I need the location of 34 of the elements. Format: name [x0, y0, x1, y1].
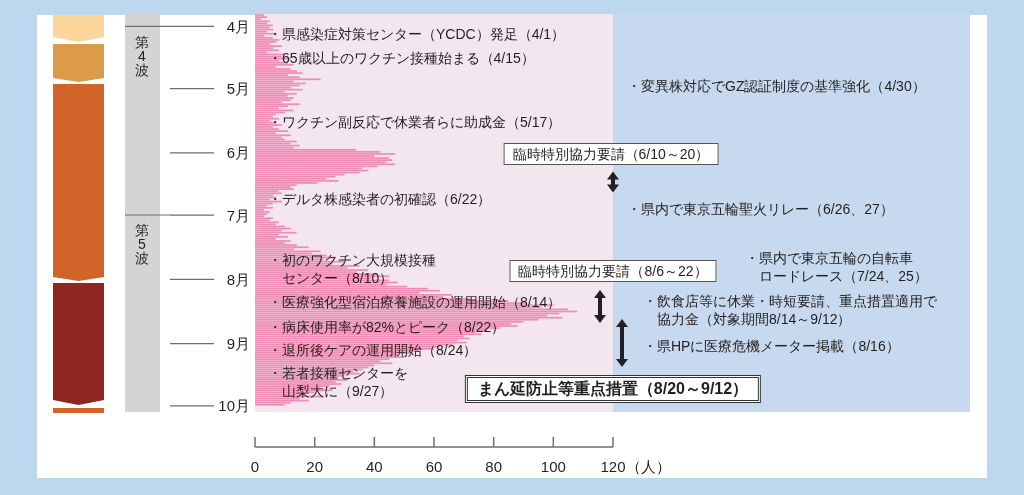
annotation: ・デルタ株感染者の初確認（6/22） — [268, 190, 492, 208]
text: ・変異株対応でGZ認証制度の基準強化（4/30） — [627, 77, 926, 95]
text: ・県内で東京五輪の自転車ロードレース（7/24、25） — [745, 250, 928, 285]
y-tick-label: 6月 — [226, 144, 250, 162]
x-tick-label: 40 — [365, 457, 383, 475]
y-tick-label: 5月 — [226, 80, 250, 98]
y-tick-label: 4月 — [226, 17, 250, 35]
text: 第5波 — [134, 222, 150, 266]
annotation: 臨時特別協力要請（6/10～20） — [503, 143, 719, 165]
y-tick-label: 10月 — [218, 397, 250, 415]
annotation: ・初のワクチン大規模接種センター（8/10） — [268, 252, 436, 287]
annotation: ・ワクチン副反応で休業者らに助成金（5/17） — [268, 113, 562, 131]
annotation: ・退所後ケアの運用開始（8/24） — [268, 341, 478, 359]
annotation: ・医療強化型宿泊療養施設の運用開始（8/14） — [268, 293, 562, 311]
text: ・飲食店等に休業・時短要請、重点措置適用で協力金（対象期間8/14～9/12） — [643, 293, 937, 328]
y-tick-label: 7月 — [226, 206, 250, 224]
x-tick-label: 0 — [250, 457, 260, 475]
text: ・県内で東京五輪聖火リレー（6/26、27） — [627, 200, 894, 218]
annotation: まん延防止等重点措置（8/20～9/12） — [464, 375, 762, 403]
annotation: 臨時特別協力要請（8/6～22） — [509, 260, 717, 282]
text: ・県HPに医療危機メーター掲載（8/16） — [643, 337, 900, 355]
x-tick-label: 80 — [485, 457, 503, 475]
x-axis-title: （人） — [626, 457, 671, 475]
text: 第4波 — [134, 34, 150, 78]
x-tick-label: 100 — [540, 457, 566, 475]
annotation: ・県感染症対策センター（YCDC）発足（4/1） — [268, 25, 566, 43]
x-tick-label: 120 — [600, 457, 626, 475]
y-tick-label: 8月 — [226, 270, 250, 288]
annotation: ・若者接種センターを山梨大に（9/27） — [268, 365, 408, 400]
x-tick-label: 20 — [306, 457, 324, 475]
x-tick-label: 60 — [425, 457, 443, 475]
annotation: ・65歳以上のワクチン接種始まる（4/15） — [268, 49, 535, 67]
y-tick-label: 9月 — [226, 335, 250, 353]
annotation: ・病床使用率が82%とピーク（8/22） — [268, 318, 506, 336]
